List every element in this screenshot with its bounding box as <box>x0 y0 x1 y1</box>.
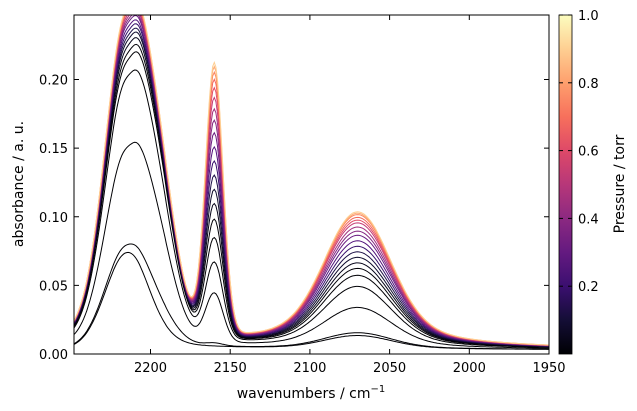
y-tick-label: 0.00 <box>39 348 68 363</box>
x-tick-label: 2100 <box>293 361 326 376</box>
spectrum-line-8 <box>74 27 549 347</box>
spectrum-line-19 <box>74 15 549 346</box>
x-tick-label: 1950 <box>532 361 565 376</box>
spectrum-line-1 <box>74 243 549 350</box>
x-axis-ticks: 2200 2150 2100 2050 2000 1950 <box>134 15 566 376</box>
y-tick-label: 0.20 <box>39 74 68 89</box>
y-tick-label: 0.05 <box>39 279 68 294</box>
plot-frame <box>73 14 550 355</box>
colorbar-tick-label: 1.0 <box>578 9 599 24</box>
x-tick-label: 2150 <box>214 361 247 376</box>
colorbar-tick-label: 0.8 <box>578 77 599 92</box>
colorbar-tick-label: 0.6 <box>578 145 599 160</box>
y-axis-label: absorbance / a. u. <box>11 121 27 247</box>
spectra-lines <box>74 15 549 350</box>
x-axis-label: wavenumbers / cm−1 <box>237 384 386 402</box>
spectrum-line-3 <box>74 69 549 348</box>
colorbar-label: Pressure / torr <box>612 134 628 233</box>
colorbar: 0.2 0.4 0.6 0.8 1.0 Pressure / torr <box>558 9 628 355</box>
colorbar-tick-label: 0.4 <box>578 212 599 227</box>
y-tick-label: 0.10 <box>39 211 68 226</box>
colorbar-ticks: 0.2 0.4 0.6 0.8 1.0 <box>559 9 599 295</box>
colorbar-gradient <box>558 14 573 355</box>
spectrum-line-2 <box>74 141 549 349</box>
x-axis-label-exponent: −1 <box>371 384 386 395</box>
x-tick-label: 2200 <box>134 361 167 376</box>
y-axis-ticks: 0.00 0.05 0.10 0.15 0.20 <box>39 74 549 363</box>
y-tick-label: 0.15 <box>39 142 68 157</box>
spectrum-line-0 <box>74 251 549 350</box>
x-tick-label: 2050 <box>373 361 406 376</box>
x-tick-label: 2000 <box>453 361 486 376</box>
colorbar-tick-label: 0.2 <box>578 280 599 295</box>
spectrum-line-4 <box>74 51 549 348</box>
